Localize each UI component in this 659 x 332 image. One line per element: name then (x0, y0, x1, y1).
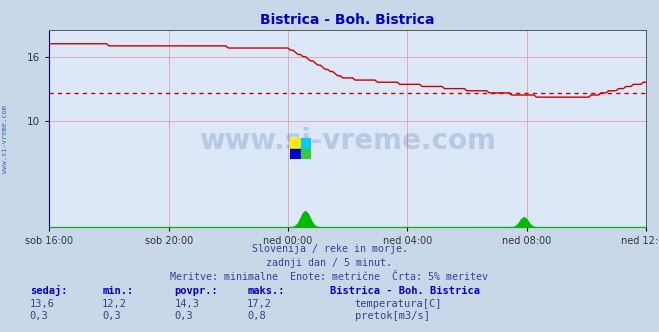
Text: zadnji dan / 5 minut.: zadnji dan / 5 minut. (266, 258, 393, 268)
Text: 17,2: 17,2 (247, 299, 272, 309)
Text: maks.:: maks.: (247, 286, 285, 296)
Text: 12,2: 12,2 (102, 299, 127, 309)
Text: www.si-vreme.com: www.si-vreme.com (2, 106, 9, 173)
Text: min.:: min.: (102, 286, 133, 296)
Text: www.si-vreme.com: www.si-vreme.com (199, 126, 496, 154)
Text: Meritve: minimalne  Enote: metrične  Črta: 5% meritev: Meritve: minimalne Enote: metrične Črta:… (171, 272, 488, 282)
Text: 14,3: 14,3 (175, 299, 200, 309)
Text: Slovenija / reke in morje.: Slovenija / reke in morje. (252, 244, 407, 254)
Bar (290, 138, 301, 148)
Text: 13,6: 13,6 (30, 299, 55, 309)
Text: povpr.:: povpr.: (175, 286, 218, 296)
Title: Bistrica - Boh. Bistrica: Bistrica - Boh. Bistrica (260, 13, 435, 27)
Bar (301, 138, 311, 148)
Text: 0,3: 0,3 (175, 311, 193, 321)
Text: temperatura[C]: temperatura[C] (355, 299, 442, 309)
Text: 0,8: 0,8 (247, 311, 266, 321)
Text: pretok[m3/s]: pretok[m3/s] (355, 311, 430, 321)
Text: 0,3: 0,3 (30, 311, 48, 321)
Text: sedaj:: sedaj: (30, 285, 67, 296)
Text: Bistrica - Boh. Bistrica: Bistrica - Boh. Bistrica (330, 286, 480, 296)
Bar (301, 148, 311, 159)
Bar (290, 148, 301, 159)
Text: 0,3: 0,3 (102, 311, 121, 321)
